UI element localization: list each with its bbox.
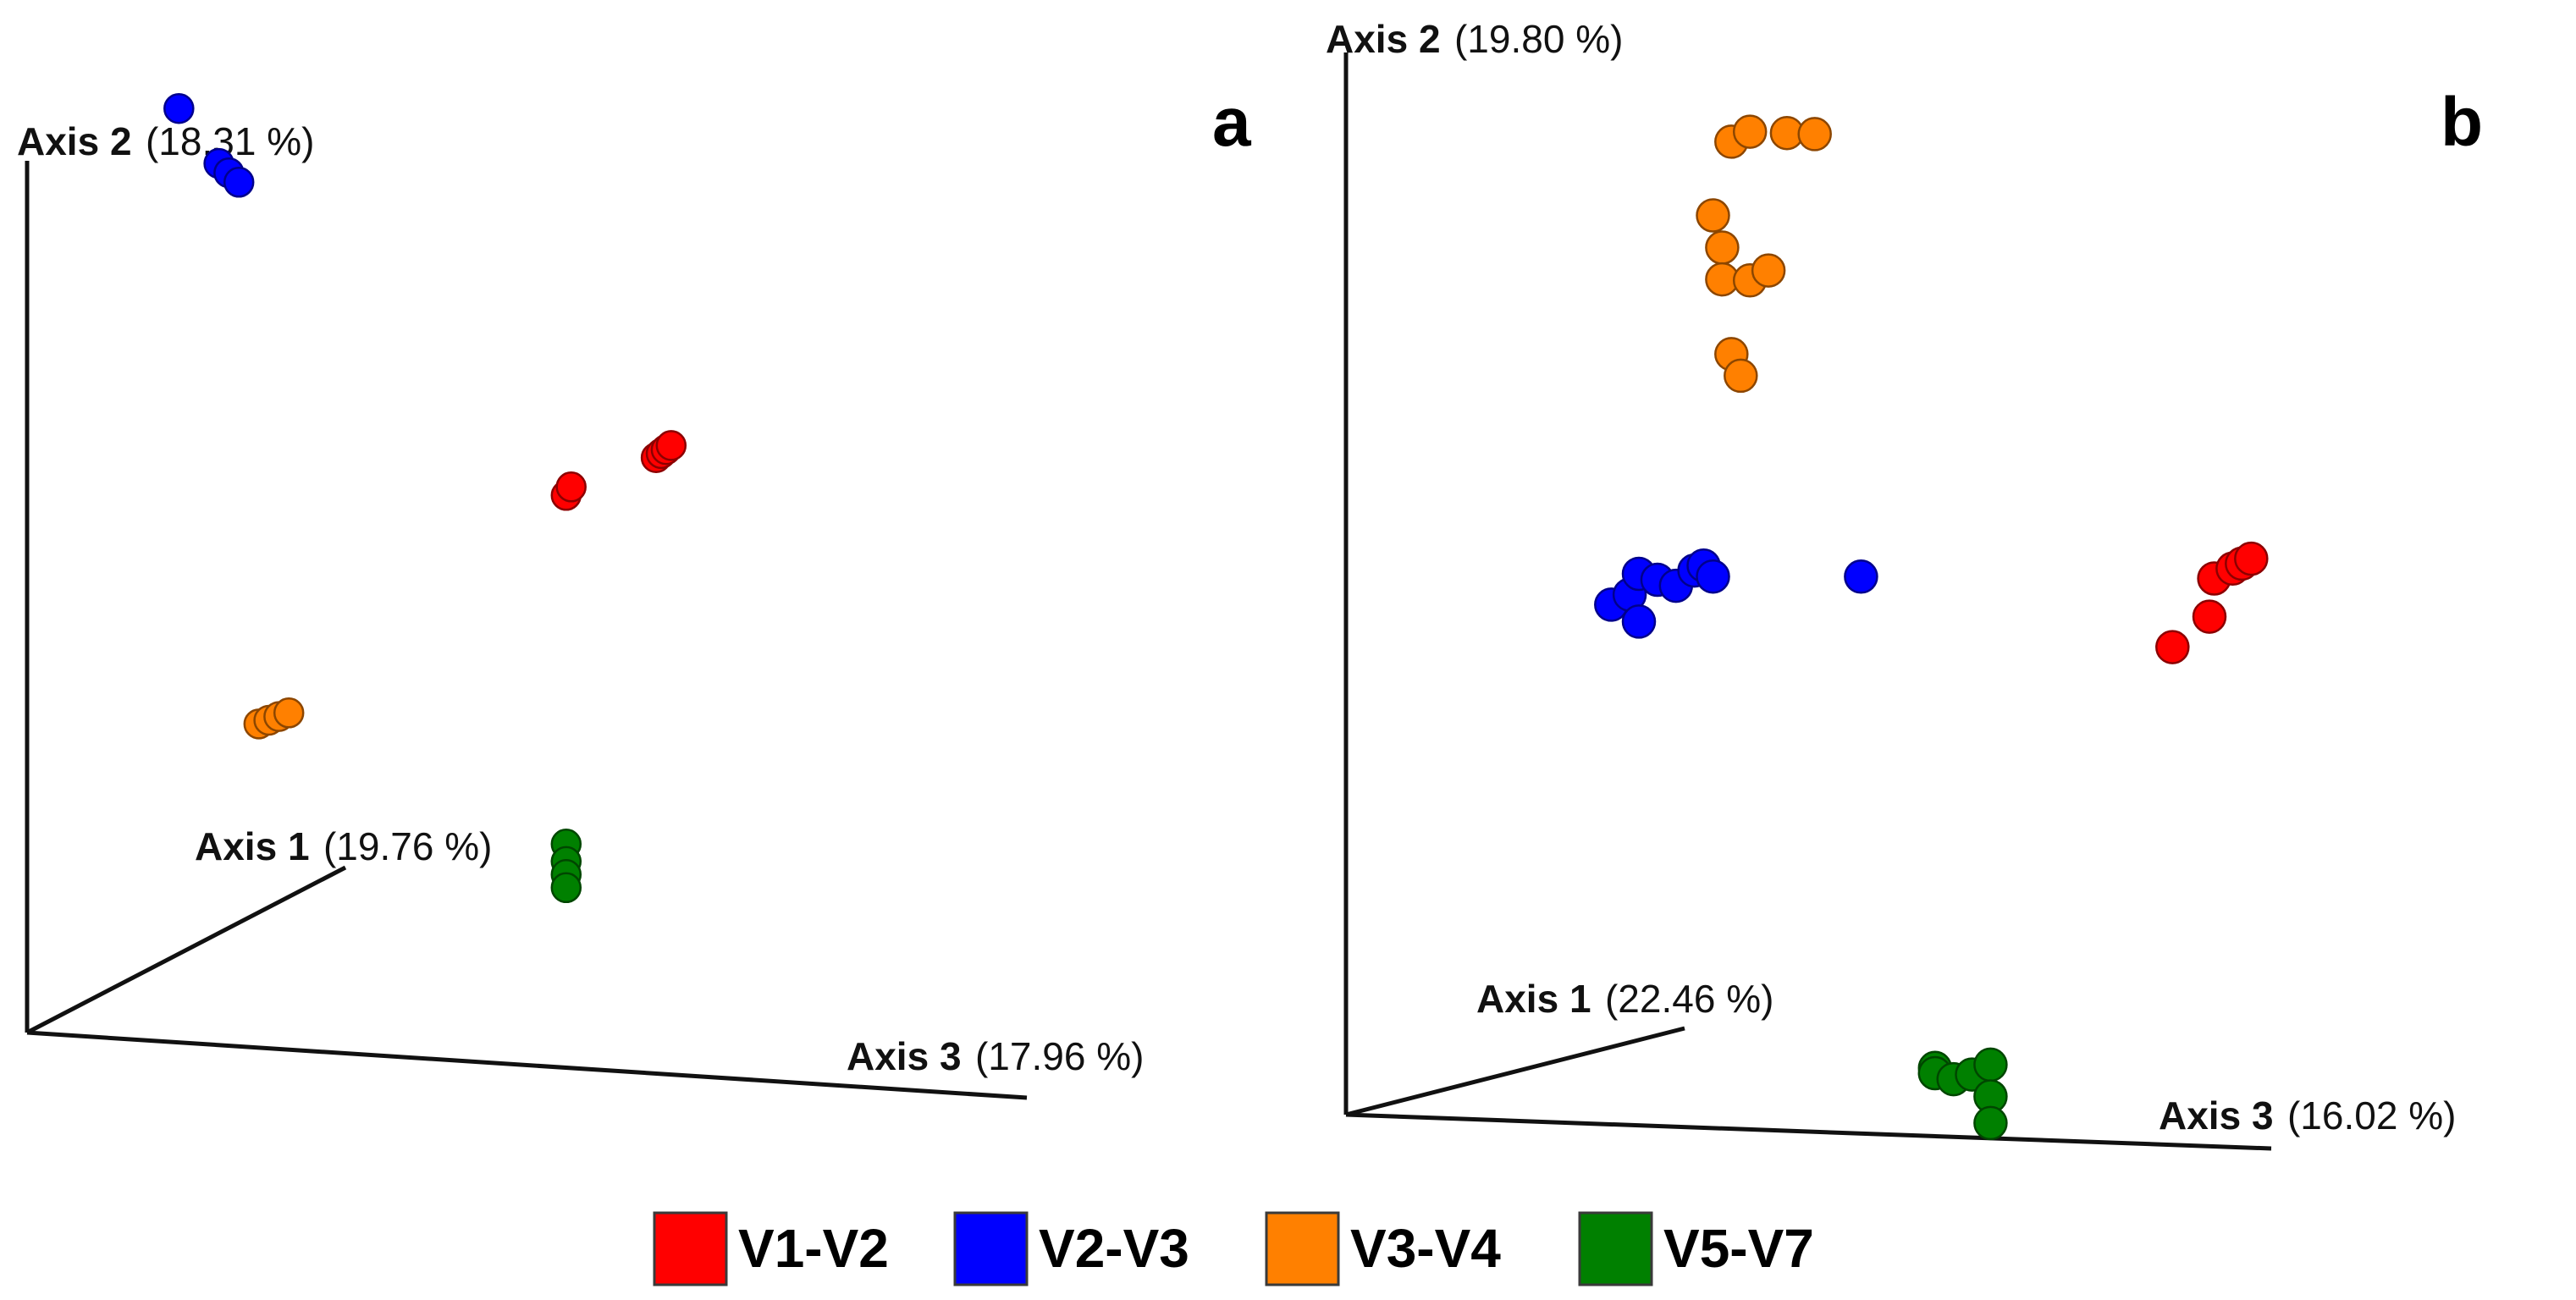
panel-a-points [163,92,687,904]
legend-label: V2-V3 [1039,1218,1189,1279]
legend-item-v3-v4: V3-V4 [1265,1211,1501,1286]
panel-a-axis1-pct: (19.76 %) [323,824,492,868]
legend-swatch [653,1211,728,1286]
panel-b-axis3-name: Axis 3 [2159,1093,2274,1138]
panel-a-letter: a [1212,84,1252,161]
data-point-v3-v4 [1724,358,1758,394]
panel-a-axis1-label: Axis 1 (19.76 %) [195,824,492,868]
data-point-v2-v3 [1696,559,1730,594]
panel-b-axis1-line [1345,1026,1685,1117]
legend-swatch [1265,1211,1340,1286]
legend-swatch [1578,1211,1653,1286]
data-point-v1-v2 [2234,541,2269,576]
data-point-v5-v7 [550,872,582,904]
panel-a-axis1-name: Axis 1 [195,824,310,868]
legend-item-v5-v7: V5-V7 [1578,1211,1814,1286]
legend-label: V1-V2 [738,1218,889,1279]
data-point-v3-v4 [1696,198,1730,233]
data-point-v5-v7 [1973,1047,2008,1082]
legend-item-v1-v2: V1-V2 [653,1211,889,1286]
data-point-v3-v4 [1797,117,1832,151]
data-point-v3-v4 [1705,230,1740,265]
panel-b-axis3-label: Axis 3 (16.02 %) [2159,1093,2456,1138]
panel-b-axis3-pct: (16.02 %) [2287,1093,2456,1138]
data-point-v3-v4 [273,697,305,729]
data-point-v1-v2 [655,430,687,461]
data-point-v2-v3 [1844,559,1878,594]
panel-a-axis3-label: Axis 3 (17.96 %) [847,1034,1144,1078]
panel-a-axis3-line [26,1030,1028,1100]
panel-b-axis2-pct: (19.80 %) [1454,17,1623,61]
panel-a-axis2-name: Axis 2 [17,119,132,163]
panel-b-axis1-pct: (22.46 %) [1605,977,1773,1021]
data-point-v5-v7 [1973,1105,2008,1141]
panel-b-letter: b [2441,84,2483,161]
panel-b: b Axis 2 (19.80 %) Axis 1 (22.46 %) Axis… [1326,17,2483,1151]
panel-b-axis1-name: Axis 1 [1476,977,1591,1021]
panel-b-points [1594,114,2269,1141]
data-point-v3-v4 [1732,114,1768,149]
data-point-v1-v2 [2155,630,2190,664]
panel-b-axis2-label: Axis 2 (19.80 %) [1326,17,1623,61]
panel-b-axis1-label: Axis 1 (22.46 %) [1476,977,1773,1021]
panel-a-axis2-label: Axis 2 (18.31 %) [17,119,314,163]
panel-b-axis3-line [1345,1112,2272,1151]
legend-label: V5-V7 [1663,1218,1814,1279]
data-point-v1-v2 [2192,599,2227,634]
legend-item-v2-v3: V2-V3 [953,1211,1189,1286]
legend: V1-V2 V2-V3 V3-V4 V5-V7 [653,1211,1814,1286]
data-point-v1-v2 [555,471,587,503]
panel-a: a Axis 2 (18.31 %) Axis 1 (19.76 %) Axis… [17,84,1252,1100]
data-point-v3-v4 [1751,253,1786,288]
panel-a-axis3-name: Axis 3 [847,1034,962,1078]
panel-a-axis3-pct: (17.96 %) [975,1034,1144,1078]
panel-a-axis1-line [25,865,347,1035]
panel-b-axis2-name: Axis 2 [1326,17,1441,61]
legend-swatch [953,1211,1029,1286]
legend-label: V3-V4 [1350,1218,1501,1279]
data-point-v2-v3 [223,167,255,198]
data-point-v2-v3 [1621,604,1657,639]
data-point-v2-v3 [163,92,195,124]
